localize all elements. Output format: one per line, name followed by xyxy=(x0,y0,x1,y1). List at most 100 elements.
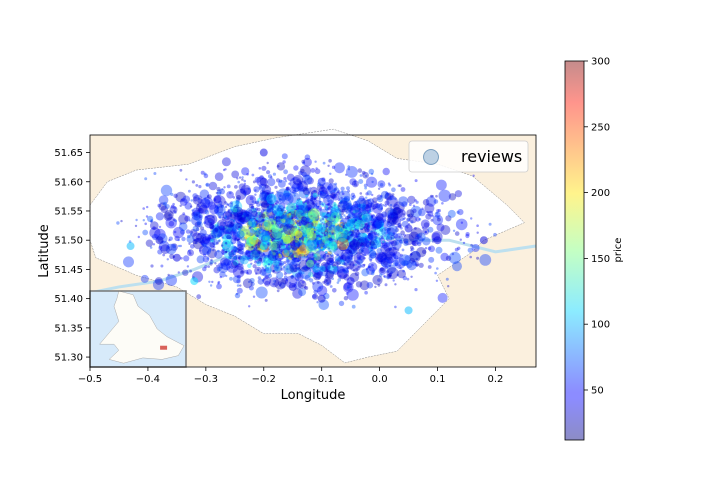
scatter-point xyxy=(211,224,220,232)
scatter-point xyxy=(233,256,238,260)
scatter-point xyxy=(391,187,396,192)
colorbar-gradient xyxy=(565,61,584,440)
scatter-point xyxy=(229,256,232,259)
scatter-point xyxy=(137,235,140,239)
scatter-point xyxy=(267,242,271,246)
scatter-point xyxy=(327,224,339,235)
scatter-point xyxy=(263,263,267,266)
scatter-point xyxy=(246,173,249,176)
scatter-point xyxy=(313,272,322,281)
scatter-point xyxy=(379,273,383,277)
y-tick-label: 51.50 xyxy=(54,236,83,247)
scatter-point xyxy=(309,269,312,272)
scatter-point xyxy=(332,193,339,201)
scatter-point xyxy=(319,208,322,211)
scatter-point xyxy=(284,224,288,228)
scatter-point xyxy=(305,197,310,202)
scatter-point xyxy=(270,247,281,258)
scatter-point xyxy=(467,247,473,253)
scatter-point xyxy=(319,191,323,194)
scatter-point xyxy=(302,161,306,165)
scatter-point xyxy=(222,227,225,230)
scatter-point xyxy=(276,251,281,256)
scatter-point xyxy=(324,262,331,270)
scatter-point xyxy=(236,284,240,287)
scatter-point xyxy=(327,235,331,239)
scatter-point xyxy=(410,227,423,240)
scatter-point xyxy=(280,248,291,258)
scatter-point xyxy=(428,245,436,253)
scatter-point xyxy=(285,211,289,214)
scatter-point xyxy=(292,189,297,195)
scatter-point xyxy=(437,292,448,303)
scatter-point xyxy=(381,240,387,246)
scatter-point xyxy=(298,210,301,214)
scatter-point xyxy=(332,232,335,235)
scatter-point xyxy=(277,254,283,259)
scatter-point xyxy=(321,222,324,225)
scatter-point xyxy=(283,169,288,175)
scatter-point xyxy=(264,257,267,260)
scatter-point xyxy=(256,234,259,238)
scatter-point xyxy=(218,225,225,231)
scatter-point xyxy=(325,213,330,218)
scatter-point xyxy=(232,229,236,234)
scatter-point xyxy=(323,231,329,237)
scatter-point xyxy=(400,187,406,192)
scatter-point xyxy=(276,211,280,215)
scatter-point xyxy=(260,234,269,243)
scatter-point xyxy=(214,250,223,259)
scatter-point xyxy=(270,242,281,253)
scatter-point xyxy=(302,220,306,224)
scatter-point xyxy=(332,260,335,264)
scatter-point xyxy=(246,250,253,257)
scatter-point xyxy=(276,208,280,212)
scatter-point xyxy=(257,257,263,263)
scatter-point xyxy=(328,226,332,231)
scatter-point xyxy=(286,209,296,218)
scatter-point xyxy=(272,255,277,260)
scatter-point xyxy=(191,212,196,217)
scatter-point xyxy=(272,214,279,221)
scatter-point xyxy=(275,264,280,269)
scatter-point xyxy=(338,254,344,260)
scatter-point xyxy=(311,236,315,239)
scatter-point xyxy=(245,211,250,216)
scatter-point xyxy=(295,247,299,251)
scatter-point xyxy=(271,257,280,266)
scatter-point xyxy=(252,240,259,247)
scatter-point xyxy=(287,227,291,231)
scatter-point xyxy=(341,236,348,243)
scatter-point xyxy=(403,217,406,220)
scatter-point xyxy=(312,294,317,299)
scatter-point xyxy=(327,202,331,206)
scatter-point xyxy=(167,246,170,249)
scatter-point xyxy=(286,267,289,271)
scatter-point xyxy=(379,267,386,274)
scatter-point xyxy=(322,254,326,257)
scatter-point xyxy=(227,224,235,231)
y-tick-label: 51.30 xyxy=(54,353,83,364)
scatter-point xyxy=(267,249,280,262)
scatter-point xyxy=(202,266,207,272)
scatter-point xyxy=(330,233,334,236)
scatter-point xyxy=(356,238,365,247)
scatter-point xyxy=(434,211,441,218)
scatter-point xyxy=(366,245,370,248)
scatter-point xyxy=(424,203,435,214)
scatter-point xyxy=(329,209,339,219)
scatter-point xyxy=(373,224,376,227)
scatter-point xyxy=(209,284,213,287)
scatter-point xyxy=(460,221,464,224)
scatter-point xyxy=(429,194,433,198)
inset-land xyxy=(99,290,185,364)
scatter-point xyxy=(298,244,302,249)
scatter-point xyxy=(271,250,276,254)
scatter-point xyxy=(312,269,317,273)
scatter-point xyxy=(236,203,239,207)
scatter-point xyxy=(372,219,383,230)
scatter-point xyxy=(410,205,422,218)
scatter-point xyxy=(234,204,240,210)
scatter-point xyxy=(265,216,269,220)
scatter-point xyxy=(292,267,303,278)
